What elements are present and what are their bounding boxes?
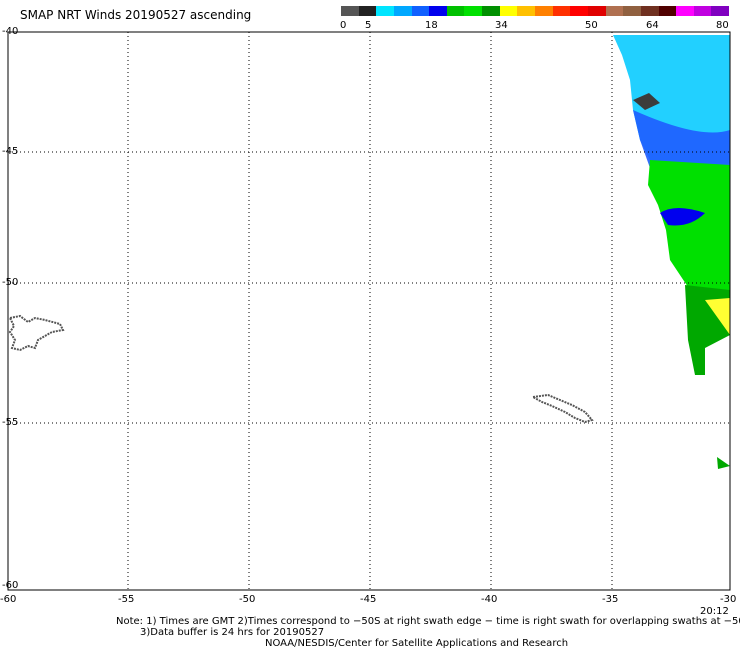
colorbar-label-50: 50 — [585, 20, 598, 31]
colorbar-segment — [693, 6, 712, 16]
y-tick--40: -40 — [2, 26, 19, 37]
colorbar-segment — [446, 6, 465, 16]
colorbar-segment — [552, 6, 571, 16]
wind-region-dark-green — [685, 285, 730, 375]
y-tick--60: -60 — [2, 580, 19, 591]
colorbar-segment — [464, 6, 483, 16]
x-tick--35: -35 — [602, 594, 619, 605]
x-tick--60: -60 — [0, 594, 17, 605]
x-tick--40: -40 — [481, 594, 498, 605]
note-line-3: NOAA/NESDIS/Center for Satellite Applica… — [265, 638, 569, 649]
colorbar-segment — [676, 6, 694, 16]
colorbar-label-34: 34 — [495, 20, 508, 31]
y-tick--55: -55 — [2, 417, 19, 428]
wind-region-small-green — [717, 457, 730, 469]
colorbar-segment — [482, 6, 500, 16]
colorbar-label-5: 5 — [365, 20, 372, 31]
colorbar-segment — [623, 6, 641, 16]
colorbar-segment — [393, 6, 412, 16]
colorbar-segment — [711, 6, 730, 16]
map-frame — [7, 31, 731, 591]
colorbar-segment — [358, 6, 377, 16]
colorbar-segment — [587, 6, 606, 16]
colorbar-segment — [499, 6, 518, 16]
map-title: SMAP NRT Winds 20190527 ascending — [20, 8, 252, 22]
wind-region-yellow — [705, 298, 730, 335]
x-tick--30: -30 — [720, 594, 737, 605]
colorbar-segment — [429, 6, 447, 16]
y-tick--50: -50 — [2, 277, 19, 288]
time-label: 20:12 — [700, 606, 729, 617]
colorbar-segment — [570, 6, 588, 16]
colorbar-segment — [376, 6, 394, 16]
south-georgia-island — [529, 393, 594, 424]
colorbar-segment — [411, 6, 430, 16]
wind-region-green — [648, 160, 730, 310]
colorbar-segment — [605, 6, 624, 16]
x-tick--50: -50 — [239, 594, 256, 605]
colorbar-label-0: 0 — [340, 20, 347, 31]
colorbar-segment — [517, 6, 536, 16]
colorbar-segment — [341, 6, 359, 16]
wind-region-dark-blue — [660, 208, 705, 226]
colorbar-label-64: 64 — [646, 20, 659, 31]
colorbar-segment — [658, 6, 677, 16]
colorbar-label-80: 80 — [716, 20, 729, 31]
note-line-1: Note: 1) Times are GMT 2)Times correspon… — [116, 616, 740, 627]
colorbar-segment — [535, 6, 553, 16]
x-tick--55: -55 — [118, 594, 135, 605]
colorbar — [341, 6, 730, 16]
x-tick--45: -45 — [360, 594, 377, 605]
y-tick--45: -45 — [2, 146, 19, 157]
grid — [8, 32, 730, 590]
colorbar-label-18: 18 — [425, 20, 438, 31]
falkland-islands — [8, 314, 65, 352]
colorbar-segment — [640, 6, 659, 16]
wind-region-dark-gray — [633, 93, 660, 110]
note-line-2: 3)Data buffer is 24 hrs for 20190527 — [140, 627, 325, 638]
